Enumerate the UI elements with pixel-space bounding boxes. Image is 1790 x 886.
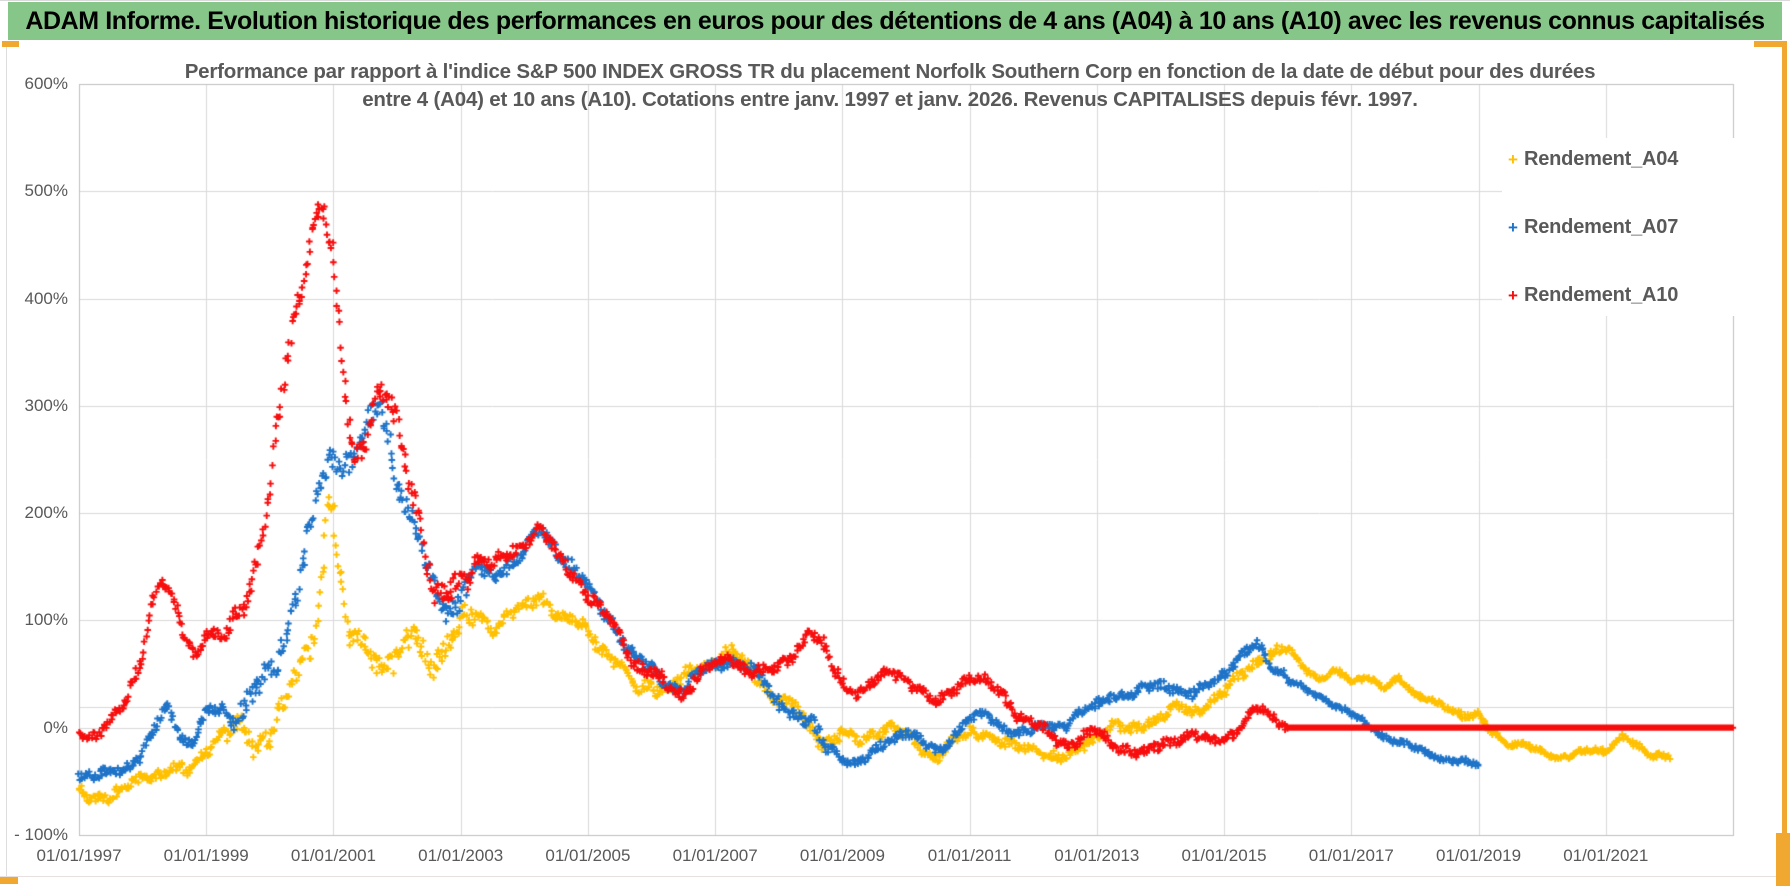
legend-label: Rendement_A04	[1524, 147, 1679, 170]
plus-marker-icon: +	[1508, 217, 1518, 237]
chart-title-line2: entre 4 (A04) et 10 ans (A10). Cotations…	[362, 88, 1418, 111]
x-tick-label: 01/01/2017	[1308, 846, 1394, 865]
x-tick-label: 01/01/2021	[1563, 846, 1649, 865]
x-tick-label: 01/01/1997	[36, 846, 122, 865]
x-tick-label: 01/01/2001	[290, 846, 376, 865]
y-tick-label: 100%	[24, 610, 68, 630]
y-tick-label: 300%	[24, 395, 68, 415]
x-tick-label: 01/01/2011	[927, 846, 1012, 865]
chart-title: Performance par rapport à l'indice S&P 5…	[90, 58, 1690, 114]
x-tick-label: 01/01/2009	[799, 846, 885, 865]
legend-item-rendement_a04: + Rendement_A04	[1502, 144, 1740, 174]
y-tick-label: 0%	[43, 717, 68, 737]
legend-item-rendement_a10: + Rendement_A10	[1502, 280, 1740, 310]
x-tick-label: 01/01/2007	[672, 846, 758, 865]
y-tick-label: 500%	[24, 181, 68, 201]
x-tick-label: 01/01/2005	[545, 846, 631, 865]
legend: + Rendement_A04 + Rendement_A07 + Rendement_A…	[1502, 138, 1740, 316]
legend-label: Rendement_A07	[1524, 215, 1679, 238]
x-tick-label: 01/01/2013	[1054, 846, 1140, 865]
x-tick-label: 01/01/2015	[1181, 846, 1267, 865]
x-tick-label: 01/01/2019	[1435, 846, 1522, 865]
chart-title-line1: Performance par rapport à l'indice S&P 5…	[184, 60, 1596, 83]
y-tick-label: 200%	[24, 503, 68, 523]
y-tick-label: 600%	[24, 74, 68, 93]
x-tick-label: 01/01/2003	[418, 846, 504, 865]
legend-label: Rendement_A10	[1524, 283, 1679, 306]
plus-marker-icon: +	[1508, 149, 1518, 169]
x-tick-label: 01/01/1999	[163, 846, 249, 865]
y-tick-label: - 100%	[14, 825, 68, 844]
plus-marker-icon: +	[1508, 285, 1518, 305]
legend-item-rendement_a07: + Rendement_A07	[1502, 212, 1740, 242]
y-tick-label: 400%	[24, 288, 68, 308]
